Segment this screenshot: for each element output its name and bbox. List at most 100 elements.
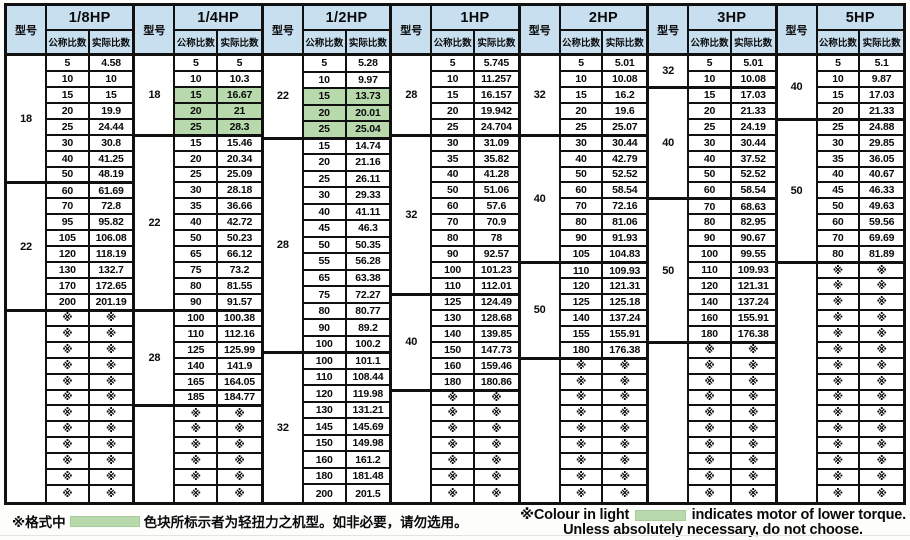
- nominal-ratio-cell: 185: [175, 390, 219, 407]
- actual-ratio-cell: 124.49: [474, 294, 518, 311]
- footer-notes: ※格式中 色块所标示者为轻扭力之机型。如非必要，请勿选用。 ※Colour in…: [0, 508, 910, 538]
- nominal-ratio-cell: 15: [47, 87, 90, 104]
- actual-ratio-cell: ※: [218, 438, 261, 455]
- nominal-ratio-cell: ※: [47, 390, 90, 407]
- nominal-ratio-cell: ※: [560, 454, 604, 471]
- nominal-ratio-cell: ※: [817, 406, 861, 423]
- nominal-ratio-cell: 200: [304, 485, 347, 502]
- group-body: 18 5 5 10 10.3 15 16.67 20 21 25 28.3 22 15 15.46 20 20…: [135, 56, 261, 502]
- nominal-ratio-cell: 110: [175, 326, 219, 343]
- model-col-header: 型号: [778, 6, 818, 53]
- actual-ratio-cell: 29.33: [346, 188, 390, 205]
- actual-ratio-cell: 99.55: [731, 247, 775, 264]
- actual-ratio-cell: 81.06: [603, 215, 647, 232]
- actual-ratio-cell: ※: [89, 438, 133, 455]
- model-cell: [520, 358, 561, 502]
- nominal-ratio-cell: 40: [175, 215, 219, 232]
- actual-ratio-cell: 155.91: [731, 311, 775, 327]
- nominal-ratio-cell: 50: [432, 183, 475, 200]
- nominal-ratio-cell: 130: [432, 310, 475, 327]
- nominal-ratio-header: 公称比数: [47, 31, 90, 53]
- actual-ratio-cell: ※: [106, 488, 117, 501]
- nominal-ratio-cell: 165: [175, 374, 219, 391]
- actual-ratio-cell: 46.3: [346, 221, 390, 238]
- model-cell: 28: [392, 56, 433, 136]
- nominal-ratio-cell: 70: [560, 199, 604, 216]
- nominal-ratio-cell: 75: [175, 263, 219, 279]
- actual-ratio-cell: ※: [89, 406, 133, 423]
- model-cell: 40: [520, 135, 561, 264]
- actual-ratio-cell: 121.31: [603, 279, 647, 295]
- actual-ratio-cell: ※: [603, 454, 647, 471]
- actual-ratio-cell: 42.79: [603, 152, 647, 168]
- actual-ratio-cell: 132.7: [89, 263, 133, 279]
- actual-ratio-cell: ※: [731, 391, 775, 407]
- bottom-rule: [0, 535, 910, 536]
- actual-ratio-cell: ※: [731, 454, 775, 471]
- actual-ratio-cell: 24.88: [860, 119, 903, 136]
- nominal-ratio-header: 公称比数: [689, 31, 732, 53]
- actual-ratio-cell: 82.95: [731, 215, 775, 232]
- nominal-ratio-cell: ※: [817, 438, 861, 455]
- nominal-ratio-cell: 20: [560, 103, 604, 120]
- actual-ratio-cell: 20.01: [346, 105, 390, 123]
- actual-ratio-cell: ※: [474, 438, 518, 455]
- nominal-ratio-cell: 120: [689, 279, 732, 295]
- nominal-ratio-cell: 80: [560, 215, 604, 232]
- nominal-ratio-cell: 160: [303, 452, 347, 469]
- nominal-ratio-cell: 100: [432, 263, 475, 279]
- actual-ratio-cell: 48.19: [89, 168, 133, 184]
- actual-ratio-cell: 9.97: [346, 73, 390, 90]
- nominal-ratio-cell: ※: [47, 342, 90, 359]
- actual-ratio-cell: ※: [218, 454, 261, 471]
- actual-ratio-cell: 52.52: [603, 168, 647, 184]
- actual-ratio-cell: 11.257: [474, 72, 518, 88]
- actual-ratio-cell: 36.66: [218, 199, 261, 216]
- actual-ratio-header: 实际比数: [477, 38, 516, 49]
- nominal-ratio-cell: 15: [303, 138, 347, 156]
- group-header: 型号 5HP 公称比数 实际比数: [777, 6, 903, 56]
- actual-ratio-cell: 10.08: [731, 72, 775, 88]
- nominal-ratio-cell: 125: [432, 294, 475, 311]
- hp-group-1/8HP: 型号 1/8HP 公称比数 实际比数 18 5 4.58 10 10 15 15 20 19.9 25 24…: [7, 6, 133, 502]
- nominal-ratio-cell: 160: [432, 358, 475, 375]
- actual-ratio-cell: 131.21: [346, 403, 390, 420]
- nominal-ratio-cell: 75: [303, 287, 347, 304]
- model-cell: [392, 390, 433, 502]
- actual-ratio-cell: 21.33: [731, 104, 775, 120]
- actual-ratio-cell: ※: [860, 406, 903, 423]
- actual-ratio-cell: 40.67: [860, 168, 903, 184]
- actual-ratio-cell: 16.2: [603, 88, 647, 104]
- footer-en-line1-suffix: indicates motor of lower torque.: [691, 507, 907, 523]
- nominal-ratio-cell: 180: [432, 374, 475, 391]
- nominal-ratio-header: 公称比数: [561, 31, 604, 53]
- nominal-ratio-cell: 180: [689, 326, 732, 343]
- actual-ratio-cell: ※: [603, 391, 647, 407]
- actual-ratio-cell: 180.86: [474, 375, 518, 391]
- nominal-ratio-cell: 25: [560, 119, 604, 136]
- actual-ratio-cell: 28.18: [218, 183, 261, 200]
- nominal-ratio-cell: 25: [817, 119, 861, 136]
- actual-ratio-cell: 100.2: [346, 337, 390, 354]
- actual-ratio-cell: 81.55: [218, 279, 261, 295]
- actual-ratio-cell: 172.65: [89, 279, 133, 295]
- actual-ratio-cell: 63.38: [346, 271, 390, 288]
- nominal-ratio-cell: ※: [561, 486, 604, 502]
- actual-ratio-cell: 17.03: [731, 87, 775, 104]
- actual-ratio-cell: ※: [603, 406, 647, 423]
- nominal-ratio-cell: 30: [47, 135, 90, 152]
- nominal-ratio-cell: 95: [47, 215, 90, 232]
- nominal-ratio-cell: 40: [303, 204, 347, 222]
- nominal-ratio-cell: 20: [175, 151, 219, 168]
- actual-ratio-header: 实际比数: [862, 38, 901, 49]
- actual-ratio-cell: 30.44: [731, 136, 775, 152]
- actual-ratio-cell: ※: [860, 343, 903, 359]
- nominal-ratio-cell: 20: [817, 103, 861, 120]
- nominal-ratio-cell: 70: [47, 199, 90, 216]
- model-cell: 40: [392, 294, 433, 391]
- model-cell: 18: [135, 56, 176, 136]
- nominal-ratio-cell: 80: [175, 279, 219, 295]
- nominal-ratio-cell: ※: [175, 486, 219, 502]
- nominal-ratio-cell: 25: [175, 119, 219, 136]
- model-cell: 22: [7, 183, 47, 311]
